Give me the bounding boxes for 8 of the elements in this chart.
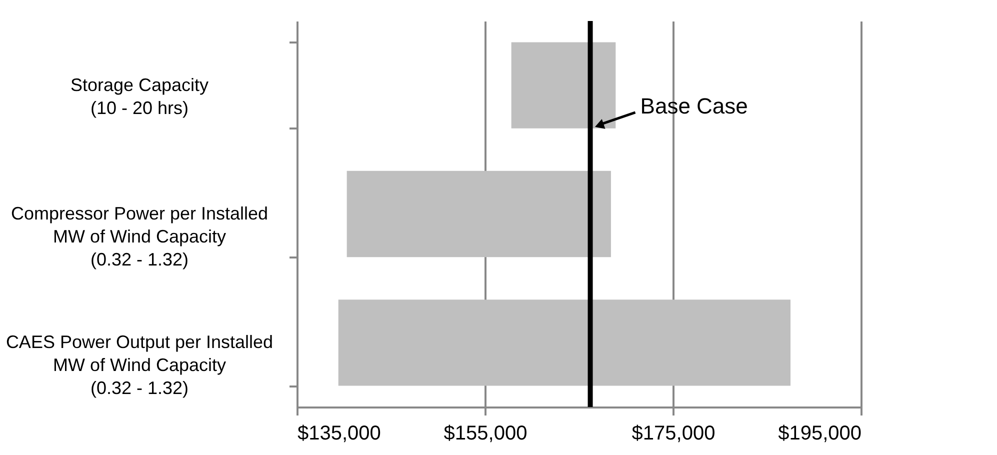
y-tick-label: CAES Power Output per Installed MW of Wind Capacity (0.32 - 1.32): [6, 332, 274, 398]
ref-line-label: Base Case: [640, 93, 748, 118]
x-tick-label: $155,000: [444, 422, 528, 444]
x-tick-label: $195,000: [778, 422, 862, 444]
x-tick-label: $135,000: [298, 422, 381, 444]
x-tick-label: $175,000: [632, 422, 716, 444]
y-tick-label: Compressor Power per Installed MW of Wind Capacity (0.32 - 1.32): [10, 204, 268, 270]
y-tick-label: Storage Capacity (10 - 20 hrs): [70, 74, 209, 118]
